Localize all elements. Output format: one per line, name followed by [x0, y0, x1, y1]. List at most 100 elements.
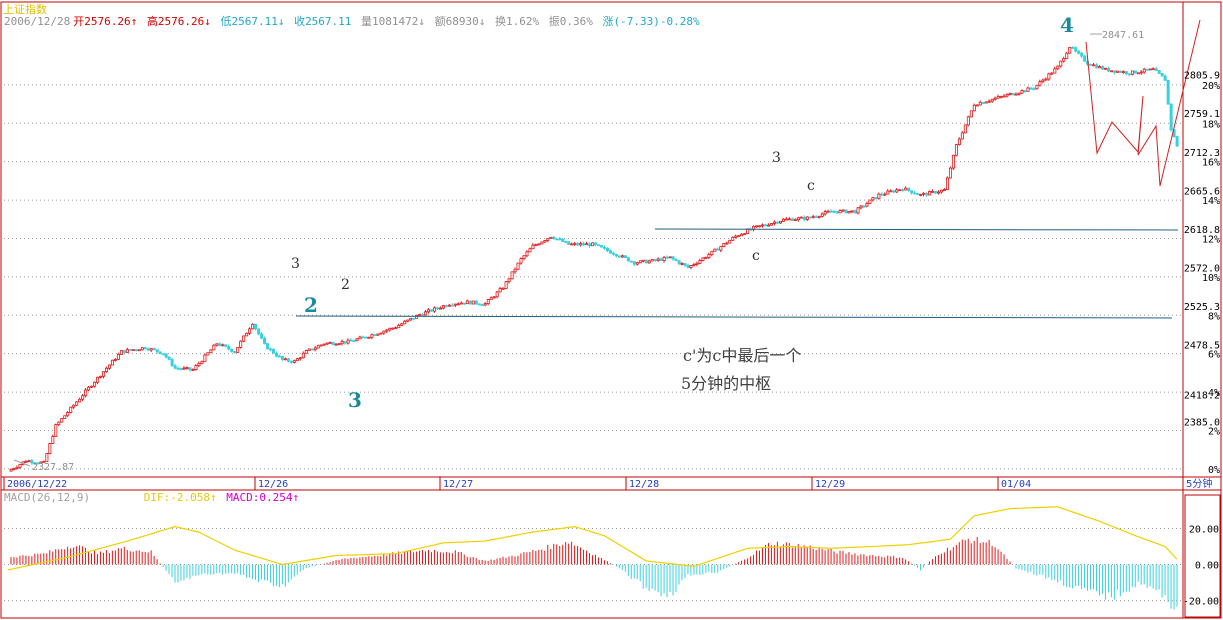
candle-body — [790, 218, 794, 222]
candle-body — [66, 412, 70, 417]
candle-body — [236, 346, 240, 353]
candle-body — [415, 314, 419, 319]
candle — [1080, 51, 1084, 59]
candle-body — [1098, 66, 1102, 69]
candle-body — [841, 209, 845, 212]
candle — [322, 343, 326, 346]
candle-body — [725, 242, 729, 245]
candle-body — [24, 460, 28, 463]
dif-line — [7, 506, 1178, 571]
candle-body — [1029, 87, 1033, 90]
price-tick-label: 2805.9 — [1184, 71, 1220, 82]
candle-body — [191, 369, 195, 372]
candle — [427, 308, 431, 314]
candle — [1145, 68, 1149, 71]
candle — [1092, 63, 1096, 67]
candle — [221, 343, 225, 347]
candle — [883, 192, 887, 197]
candle — [69, 406, 73, 414]
close-label: 收 — [294, 15, 306, 28]
candle — [328, 341, 332, 344]
candle — [877, 192, 881, 200]
candle-body — [260, 333, 264, 339]
candle — [841, 209, 845, 213]
candle-body — [113, 358, 117, 361]
candle-body — [570, 243, 574, 246]
candle — [635, 261, 639, 266]
candle — [892, 189, 896, 194]
candle — [951, 154, 955, 171]
candle-body — [352, 340, 356, 343]
candle-body — [242, 335, 246, 342]
candle — [910, 190, 914, 195]
candle — [1077, 50, 1081, 55]
candle — [406, 319, 410, 323]
candle-body — [853, 210, 857, 214]
candle-body — [531, 244, 535, 250]
candle — [1053, 66, 1057, 74]
candle — [960, 131, 964, 140]
candle-body — [585, 243, 589, 246]
amount-label: 额 — [434, 15, 446, 28]
candle-body — [656, 258, 660, 261]
candle — [913, 191, 917, 195]
candle — [981, 102, 985, 104]
candle-body — [230, 348, 234, 353]
candle-body — [1071, 47, 1075, 49]
candle-body — [865, 203, 869, 207]
candle-body — [358, 336, 362, 340]
candle — [227, 344, 231, 351]
candle — [242, 335, 246, 343]
candle — [465, 299, 469, 305]
candle-body — [1154, 68, 1158, 71]
candle — [731, 236, 735, 241]
candle — [96, 376, 100, 385]
candle-body — [516, 262, 520, 270]
candle — [462, 302, 466, 306]
candle-body — [948, 167, 952, 179]
candle — [1127, 73, 1131, 77]
candle — [707, 252, 711, 259]
candle-body — [635, 262, 639, 265]
candle — [480, 303, 484, 306]
candle — [787, 217, 791, 221]
candle-body — [107, 364, 111, 369]
macd-info-line: MACD(26,12,9) DIF:-2.058↑ MACD:0.254↑ — [4, 491, 300, 504]
candle — [1005, 93, 1009, 98]
candle-body — [128, 349, 132, 351]
candle — [600, 245, 604, 248]
candle-body — [934, 190, 938, 194]
candle — [945, 176, 949, 190]
candle-body — [925, 192, 929, 196]
candle-body — [1166, 79, 1170, 105]
candle-body — [877, 193, 881, 199]
candle — [1130, 70, 1134, 76]
chart-annotation: 2 — [341, 277, 350, 293]
candle-body — [1083, 55, 1087, 62]
candle-body — [567, 241, 571, 245]
candle-body — [957, 138, 961, 145]
candle — [886, 189, 890, 195]
candle — [1083, 54, 1087, 62]
candle-body — [564, 241, 568, 244]
candle — [972, 103, 976, 112]
candle-body — [1136, 72, 1140, 75]
candle — [829, 209, 833, 213]
candle — [292, 359, 296, 364]
period-label: 5分钟 — [1186, 477, 1212, 490]
candle-body — [36, 462, 40, 465]
candle-body — [713, 248, 717, 252]
candle — [90, 385, 94, 388]
candle-body — [495, 291, 499, 298]
candle — [102, 371, 106, 379]
candle-body — [513, 268, 517, 273]
candle — [1163, 74, 1167, 81]
candle-body — [450, 304, 454, 307]
candle-body — [421, 314, 425, 316]
price-gridlines — [4, 84, 1183, 602]
candle — [447, 304, 451, 307]
candle-body — [185, 367, 189, 370]
candle-body — [710, 250, 714, 256]
candle — [531, 243, 535, 250]
